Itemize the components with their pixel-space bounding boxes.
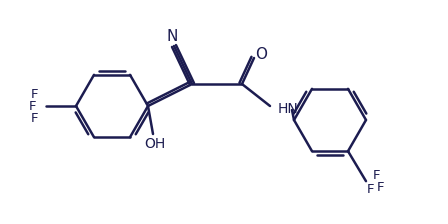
Text: F: F bbox=[30, 88, 38, 101]
Text: OH: OH bbox=[144, 137, 166, 151]
Text: N: N bbox=[166, 28, 178, 43]
Text: HN: HN bbox=[278, 102, 299, 116]
Text: O: O bbox=[255, 47, 267, 62]
Text: F: F bbox=[366, 183, 374, 196]
Text: F: F bbox=[28, 99, 36, 112]
Text: F: F bbox=[372, 169, 380, 182]
Text: F: F bbox=[30, 112, 38, 125]
Text: F: F bbox=[376, 181, 384, 194]
